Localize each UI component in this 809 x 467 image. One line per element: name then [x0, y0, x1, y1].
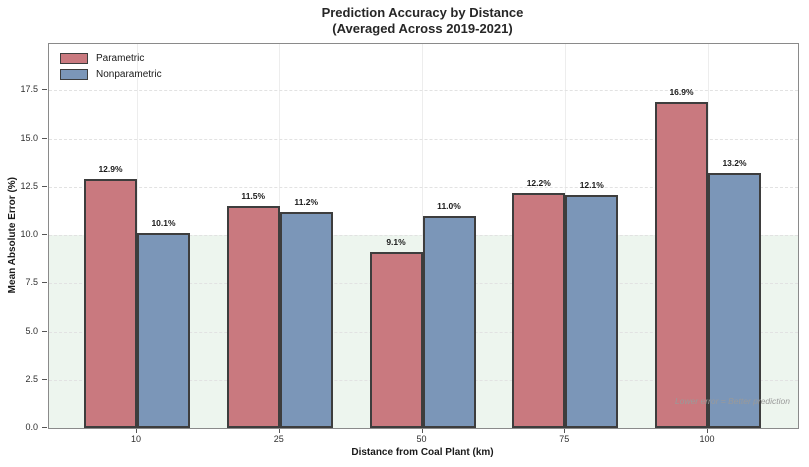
- legend-swatch-parametric: [60, 53, 88, 64]
- bar-value-label: 12.2%: [526, 177, 551, 188]
- bar-value-label: 16.9%: [669, 86, 694, 97]
- bar-parametric-50: [369, 252, 423, 428]
- legend-item-parametric: Parametric: [60, 53, 162, 64]
- y-tick-label: 15.0: [20, 132, 38, 143]
- y-tick-mark: [42, 137, 47, 139]
- bar-value-label: 13.2%: [722, 158, 747, 169]
- y-tick-mark: [42, 89, 47, 91]
- x-tick-mark: [707, 429, 708, 433]
- bar-value-label: 12.1%: [579, 179, 604, 190]
- bar-value-label: 9.1%: [386, 237, 406, 248]
- y-tick-mark: [42, 427, 47, 428]
- y-tick-mark: [42, 185, 47, 187]
- bar-parametric-10: [84, 179, 137, 428]
- chart-title-line2: (Averaged Across 2019-2021): [332, 21, 513, 36]
- x-tick-mark: [421, 429, 423, 433]
- x-tick-label: 25: [273, 434, 284, 444]
- horizontal-gridline: [49, 90, 798, 92]
- bar-value-label: 10.1%: [151, 218, 176, 229]
- legend-swatch-nonparametric: [60, 69, 88, 80]
- plot-area: Parametric Nonparametric Lower error = B…: [48, 43, 799, 429]
- bar-nonparametric-75: [565, 194, 619, 428]
- y-tick-mark: [42, 378, 47, 380]
- y-tick-label: 7.5: [25, 277, 38, 288]
- bar-value-label: 12.9%: [98, 164, 123, 175]
- legend-label-parametric: Parametric: [96, 53, 145, 64]
- bar-nonparametric-25: [279, 211, 333, 428]
- legend-label-nonparametric: Nonparametric: [96, 69, 162, 80]
- y-tick-label: 0.0: [25, 422, 38, 432]
- bar-nonparametric-10: [137, 233, 190, 428]
- bar-nonparametric-50: [422, 215, 476, 428]
- y-tick-mark: [42, 282, 47, 284]
- bar-parametric-100: [655, 101, 708, 428]
- y-tick-label: 17.5: [20, 84, 38, 95]
- bar-value-label: 11.0%: [437, 200, 461, 211]
- y-tick-mark: [42, 330, 47, 332]
- chart-title: Prediction Accuracy by Distance (Average…: [48, 5, 797, 37]
- x-tick-label: 100: [699, 434, 715, 444]
- chart-title-line1: Prediction Accuracy by Distance: [321, 5, 524, 20]
- bar-parametric-75: [512, 192, 566, 428]
- y-tick-label: 10.0: [20, 229, 38, 240]
- y-tick-label: 2.5: [25, 373, 38, 384]
- legend: Parametric Nonparametric: [60, 53, 162, 85]
- y-tick-label: 12.5: [20, 180, 38, 191]
- y-tick-mark: [42, 234, 47, 236]
- x-tick-mark: [278, 429, 280, 433]
- bar-nonparametric-100: [708, 173, 761, 428]
- bar-value-label: 11.2%: [294, 196, 319, 207]
- bar-parametric-25: [226, 206, 280, 428]
- x-tick-label: 50: [416, 434, 427, 444]
- x-tick-label: 10: [130, 434, 142, 444]
- horizontal-gridline: [49, 186, 798, 188]
- shaded-region-annotation: Lower error = Better prediction: [674, 396, 790, 406]
- x-tick-mark: [136, 429, 137, 433]
- x-tick-label: 75: [559, 434, 570, 444]
- horizontal-gridline: [49, 138, 798, 140]
- legend-item-nonparametric: Nonparametric: [60, 69, 162, 80]
- x-axis-title: Distance from Coal Plant (km): [351, 447, 494, 458]
- y-tick-label: 5.0: [25, 325, 38, 336]
- x-tick-mark: [564, 429, 566, 433]
- bar-value-label: 11.5%: [241, 191, 266, 202]
